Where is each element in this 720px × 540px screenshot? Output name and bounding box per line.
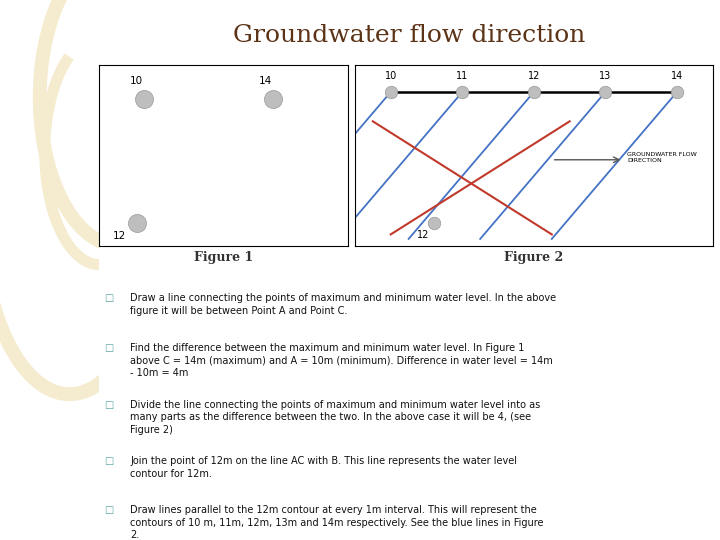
Text: Draw a line connecting the points of maximum and minimum water level. In the abo: Draw a line connecting the points of max… bbox=[130, 293, 557, 316]
Text: □: □ bbox=[104, 343, 114, 353]
Text: 13: 13 bbox=[599, 71, 611, 82]
Text: 10: 10 bbox=[130, 76, 143, 86]
Text: Join the point of 12m on the line AC with B. This line represents the water leve: Join the point of 12m on the line AC wit… bbox=[130, 456, 518, 479]
Text: Figure 2: Figure 2 bbox=[504, 251, 564, 265]
Text: □: □ bbox=[104, 293, 114, 303]
Text: 12: 12 bbox=[112, 231, 126, 241]
Text: GROUNDWATER FLOW
DIRECTION: GROUNDWATER FLOW DIRECTION bbox=[627, 152, 697, 163]
Text: Divide the line connecting the points of maximum and minimum water level into as: Divide the line connecting the points of… bbox=[130, 400, 541, 435]
Text: 10: 10 bbox=[384, 71, 397, 82]
Text: Find the difference between the maximum and minimum water level. In Figure 1
abo: Find the difference between the maximum … bbox=[130, 343, 553, 379]
Text: □: □ bbox=[104, 400, 114, 410]
Text: 12: 12 bbox=[528, 71, 540, 82]
Text: Figure 1: Figure 1 bbox=[194, 251, 253, 265]
Text: Draw lines parallel to the 12m contour at every 1m interval. This will represent: Draw lines parallel to the 12m contour a… bbox=[130, 505, 544, 540]
Text: Groundwater flow direction: Groundwater flow direction bbox=[233, 24, 586, 47]
Text: 14: 14 bbox=[259, 76, 272, 86]
Text: 12: 12 bbox=[417, 230, 429, 240]
Text: 14: 14 bbox=[671, 71, 683, 82]
Text: □: □ bbox=[104, 505, 114, 515]
Text: 11: 11 bbox=[456, 71, 469, 82]
Text: □: □ bbox=[104, 456, 114, 467]
